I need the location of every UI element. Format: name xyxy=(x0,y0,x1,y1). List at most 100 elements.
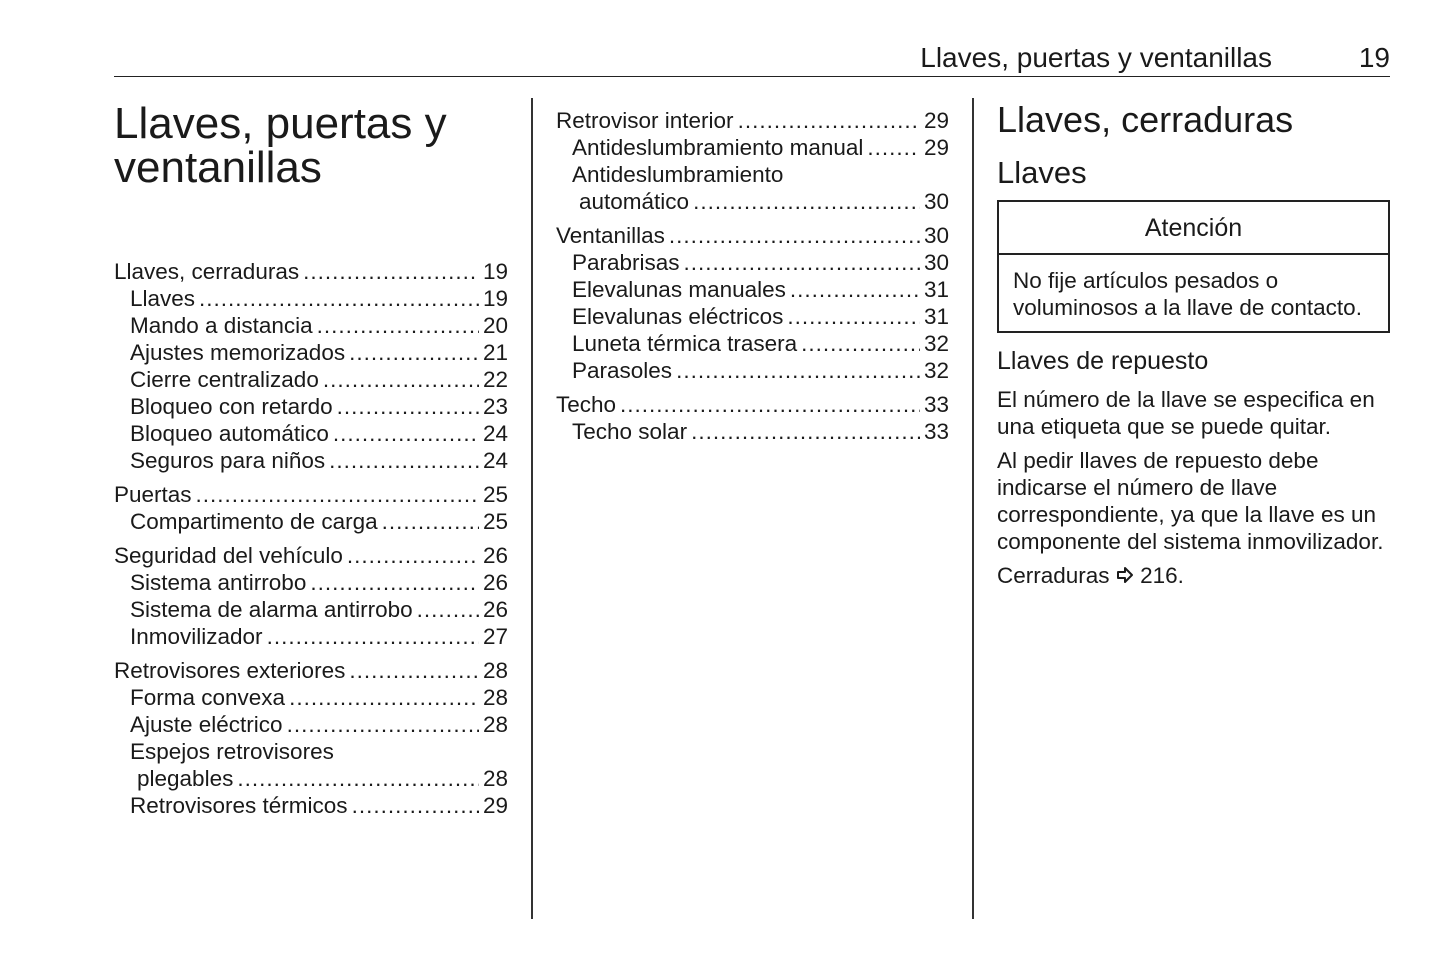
toc-column-1: Llaves, puertas y ventanillas Llaves, ce… xyxy=(114,98,508,826)
toc-entry-page: 21 xyxy=(482,340,508,365)
leader-dots xyxy=(352,792,479,819)
arrow-right-outline-icon xyxy=(1116,563,1134,588)
warning-text: No fije artículos pesados o voluminosos … xyxy=(1013,268,1362,320)
toc-entry-page: 30 xyxy=(923,223,949,248)
toc-entry-label: Compartimento de carga xyxy=(130,509,378,534)
leader-dots xyxy=(349,339,479,366)
toc-entry-label-line: Antideslumbramiento xyxy=(572,162,784,187)
page-number: 19 xyxy=(1358,42,1390,73)
leader-dots xyxy=(267,623,479,650)
toc-entry-label: Sistema antirrobo xyxy=(130,570,307,595)
toc-entry-page: 25 xyxy=(482,482,508,507)
toc-entry[interactable]: Parasoles 32 xyxy=(556,357,949,384)
toc-group: Techo 33 Techo solar 33 xyxy=(556,391,949,445)
toc-entry-page: 30 xyxy=(923,189,949,214)
leader-dots xyxy=(787,303,920,330)
toc-entry-label: Elevalunas manuales xyxy=(572,277,786,302)
toc-entry-label: Ventanillas xyxy=(556,223,665,248)
toc-entry[interactable]: Seguridad del vehículo 26 xyxy=(114,542,508,569)
toc-entry-label: Parasoles xyxy=(572,358,673,383)
toc-entry-label: Llaves, cerraduras xyxy=(114,259,300,284)
toc-entry[interactable]: Parabrisas 30 xyxy=(556,249,949,276)
toc-entry[interactable]: Elevalunas eléctricos 31 xyxy=(556,303,949,330)
toc-group: Retrovisor interior29Antideslumbramiento… xyxy=(556,107,949,215)
toc-entry[interactable]: Puertas 25 xyxy=(114,481,508,508)
toc-entry-label: Sistema de alarma antirrobo xyxy=(130,597,413,622)
toc-entry[interactable]: Cierre centralizado 22 xyxy=(114,366,508,393)
leader-dots xyxy=(237,765,479,792)
leader-dots xyxy=(349,657,479,684)
toc-entry[interactable]: automático 30 xyxy=(556,188,949,215)
header-title: Llaves, puertas y ventanillas xyxy=(920,42,1272,73)
leader-dots xyxy=(790,276,920,303)
toc-entry[interactable]: Luneta térmica trasera 32 xyxy=(556,330,949,357)
toc-entry-page: 28 xyxy=(482,658,508,683)
toc-entry-label: Retrovisores exteriores xyxy=(114,658,346,683)
toc-entry-page: 29 xyxy=(482,793,508,818)
toc-entry[interactable]: Ajuste eléctrico 28 xyxy=(114,711,508,738)
toc-entry-page: 28 xyxy=(482,712,508,737)
toc-entry-page: 20 xyxy=(482,313,508,338)
leader-dots xyxy=(693,188,920,215)
leader-dots xyxy=(196,481,479,508)
toc-entry[interactable]: Compartimento de carga 25 xyxy=(114,508,508,535)
toc-entry-page: 24 xyxy=(482,448,508,473)
toc-entry[interactable]: Llaves, cerraduras 19 xyxy=(114,258,508,285)
toc-entry[interactable]: Retrovisor interior 29 xyxy=(556,107,949,134)
cross-reference[interactable]: Cerraduras 216. xyxy=(997,562,1390,589)
toc-entry-label: Seguros para niños xyxy=(130,448,326,473)
toc-entry-page: 23 xyxy=(482,394,508,419)
toc-entry-page: 30 xyxy=(923,250,949,275)
toc-entry[interactable]: Ajustes memorizados 21 xyxy=(114,339,508,366)
warning-box: Atención No fije artículos pesados o vol… xyxy=(997,200,1390,333)
toc-entry[interactable]: Ventanillas 30 xyxy=(556,222,949,249)
toc-entry[interactable]: Retrovisores exteriores 28 xyxy=(114,657,508,684)
toc-entry-page: 32 xyxy=(923,358,949,383)
toc-entry[interactable]: Bloqueo con retardo 23 xyxy=(114,393,508,420)
toc-entry-label: Luneta térmica trasera xyxy=(572,331,798,356)
toc-entry[interactable]: Bloqueo automático 24 xyxy=(114,420,508,447)
toc-entry[interactable]: Inmovilizador 27 xyxy=(114,623,508,650)
subsection-title: Llaves xyxy=(997,155,1087,190)
toc-entry[interactable]: Techo solar 33 xyxy=(556,418,949,445)
toc-entry-page: 19 xyxy=(482,286,508,311)
toc-entry-label: Ajustes memorizados xyxy=(130,340,346,365)
content-column: Llaves, cerraduras Llaves Atención No fi… xyxy=(997,98,1390,596)
toc-entry[interactable]: Techo 33 xyxy=(556,391,949,418)
leader-dots xyxy=(620,391,920,418)
toc-entry[interactable]: Antideslumbramiento manual 29 xyxy=(556,134,949,161)
toc-entry[interactable]: Forma convexa 28 xyxy=(114,684,508,711)
toc-entry[interactable]: Retrovisores térmicos 29 xyxy=(114,792,508,819)
leader-dots xyxy=(867,134,920,161)
toc-entry-page: 28 xyxy=(482,685,508,710)
leader-dots xyxy=(382,508,479,535)
toc-group: Seguridad del vehículo26Sistema antirrob… xyxy=(114,542,508,650)
toc-entry-label: Seguridad del vehículo xyxy=(114,543,343,568)
section-title: Llaves, cerraduras xyxy=(997,99,1294,140)
leader-dots xyxy=(676,357,920,384)
toc-entry-page: 32 xyxy=(923,331,949,356)
toc-entry[interactable]: Sistema de alarma antirrobo 26 xyxy=(114,596,508,623)
toc-entry-label: Bloqueo con retardo xyxy=(130,394,333,419)
toc-entry[interactable]: Seguros para niños 24 xyxy=(114,447,508,474)
toc-entry[interactable]: plegables 28 xyxy=(114,765,508,792)
toc-entry-page: 33 xyxy=(923,419,949,444)
leader-dots xyxy=(738,107,920,134)
toc-entry[interactable]: Mando a distancia 20 xyxy=(114,312,508,339)
toc-entry-page: 26 xyxy=(482,543,508,568)
leader-dots xyxy=(303,258,479,285)
toc-entry[interactable]: Sistema antirrobo 26 xyxy=(114,569,508,596)
leader-dots xyxy=(417,596,479,623)
column-divider xyxy=(531,98,533,919)
toc-entry-page: 28 xyxy=(482,766,508,791)
toc-entry-label: Cierre centralizado xyxy=(130,367,319,392)
leader-dots xyxy=(199,285,479,312)
table-of-contents: Llaves, cerraduras19Llaves19Mando a dist… xyxy=(114,258,508,819)
toc-entry[interactable]: Llaves 19 xyxy=(114,285,508,312)
toc-entry[interactable]: Elevalunas manuales 31 xyxy=(556,276,949,303)
toc-entry-page: 31 xyxy=(923,277,949,302)
toc-group: Ventanillas 30Parabrisas30Elevalunas manu… xyxy=(556,222,949,384)
spare-keys-title: Llaves de repuesto xyxy=(997,347,1209,375)
reference-label: Cerraduras xyxy=(997,563,1110,588)
leader-dots xyxy=(329,447,479,474)
